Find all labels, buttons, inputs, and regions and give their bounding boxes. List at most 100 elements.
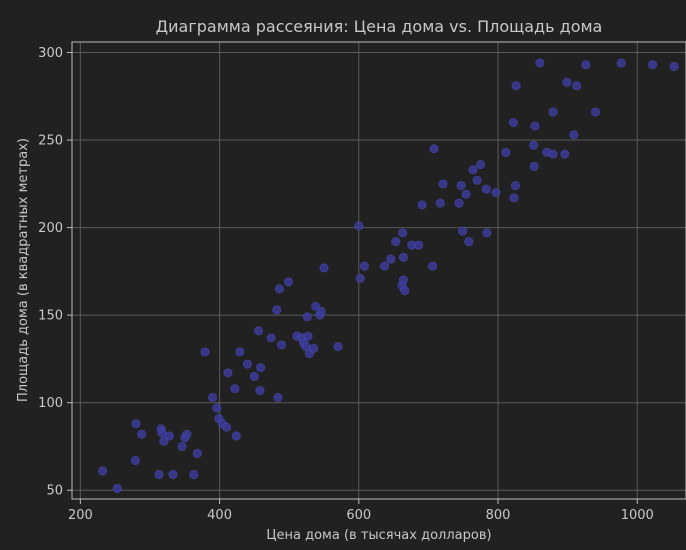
scatter-point — [472, 175, 482, 185]
scatter-point — [242, 359, 253, 369]
scatter-point — [354, 221, 364, 231]
scatter-point — [182, 429, 192, 439]
scatter-point — [177, 441, 187, 452]
scatter-point — [548, 107, 558, 117]
scatter-point — [511, 81, 521, 91]
scatter-point — [464, 237, 474, 247]
x-axis-label: Цена дома (в тысячах долларов) — [266, 528, 491, 543]
scatter-point — [468, 165, 478, 175]
axis-ticks: 200 400 600 800 1000 50 100 150 200 250 300 — [38, 46, 654, 523]
y-tick-label: 150 — [38, 309, 63, 324]
scatter-point — [272, 305, 282, 315]
scatter-point — [509, 193, 519, 203]
scatter-point — [535, 58, 545, 68]
scatter-point — [398, 275, 408, 285]
scatter-point — [510, 180, 521, 191]
scatter-point — [454, 198, 464, 208]
x-tick-label: 400 — [207, 508, 232, 523]
scatter-point — [581, 60, 591, 70]
scatter-point — [308, 343, 319, 354]
scatter-point — [457, 226, 468, 236]
scatter-point — [429, 144, 439, 154]
scatter-point — [398, 252, 408, 262]
plot-frame — [71, 41, 686, 500]
scatter-point — [131, 419, 141, 429]
data-points — [98, 58, 679, 494]
scatter-point — [386, 254, 396, 264]
scatter-point — [548, 149, 558, 159]
scatter-point — [235, 347, 245, 357]
x-tick-label: 600 — [346, 508, 371, 523]
scatter-point — [482, 228, 492, 238]
scatter-point — [572, 81, 582, 91]
scatter-point — [212, 403, 222, 413]
scatter-point — [302, 312, 312, 322]
scatter-point — [266, 333, 276, 343]
scatter-point — [391, 237, 401, 247]
scatter-point — [569, 130, 579, 140]
scatter-point — [221, 422, 232, 432]
scatter-point — [208, 392, 218, 403]
scatter-point — [529, 161, 539, 171]
scatter-point — [154, 469, 164, 480]
scatter-point — [355, 273, 365, 283]
scatter-point — [417, 200, 427, 210]
scatter-point — [311, 301, 321, 311]
scatter-point — [255, 385, 265, 396]
chart-title: Диаграмма рассеяния: Цена дома vs. Площа… — [156, 17, 603, 36]
scatter-point — [303, 331, 313, 341]
y-axis-label: Площадь дома (в квадратных метрах) — [16, 138, 31, 402]
scatter-point — [276, 340, 287, 350]
y-tick-label: 50 — [46, 484, 63, 499]
x-tick-label: 800 — [486, 508, 511, 523]
scatter-point — [461, 189, 471, 199]
grid-lines — [72, 42, 686, 499]
scatter-point — [476, 159, 486, 170]
y-tick-label: 100 — [38, 396, 63, 411]
scatter-point — [528, 140, 539, 150]
scatter-point — [137, 429, 147, 439]
scatter-point — [189, 469, 199, 480]
scatter-point — [456, 180, 466, 191]
scatter-point — [359, 261, 369, 271]
scatter-point — [164, 431, 175, 441]
scatter-point — [274, 284, 285, 294]
scatter-point — [669, 61, 679, 72]
scatter-point — [200, 347, 210, 357]
scatter-point — [379, 261, 390, 271]
scatter-point — [491, 187, 501, 198]
scatter-point — [435, 198, 445, 208]
scatter-point — [501, 147, 511, 157]
y-tick-label: 300 — [38, 46, 63, 61]
scatter-point — [530, 121, 540, 131]
scatter-point — [98, 466, 108, 476]
y-tick-label: 200 — [38, 221, 63, 236]
scatter-point — [159, 436, 169, 446]
scatter-point — [560, 149, 570, 159]
scatter-point — [647, 60, 658, 70]
scatter-point — [333, 342, 343, 352]
x-tick-label: 200 — [68, 508, 93, 523]
scatter-point — [223, 368, 233, 378]
scatter-point — [398, 228, 408, 238]
x-tick-label: 1000 — [621, 508, 654, 523]
scatter-point — [168, 469, 178, 480]
scatter-point — [283, 277, 294, 287]
scatter-point — [256, 363, 266, 373]
scatter-point — [616, 58, 626, 68]
scatter-point — [249, 371, 259, 382]
scatter-point — [273, 392, 283, 403]
scatter-point — [508, 117, 518, 128]
scatter-point — [130, 455, 140, 466]
scatter-point — [438, 179, 448, 189]
scatter-point — [428, 261, 438, 271]
y-tick-label: 250 — [38, 134, 63, 149]
scatter-point — [481, 184, 491, 194]
scatter-point — [157, 427, 167, 438]
scatter-point — [590, 107, 601, 117]
scatter-point — [319, 263, 329, 273]
scatter-point — [231, 431, 241, 441]
scatter-point — [192, 448, 202, 459]
